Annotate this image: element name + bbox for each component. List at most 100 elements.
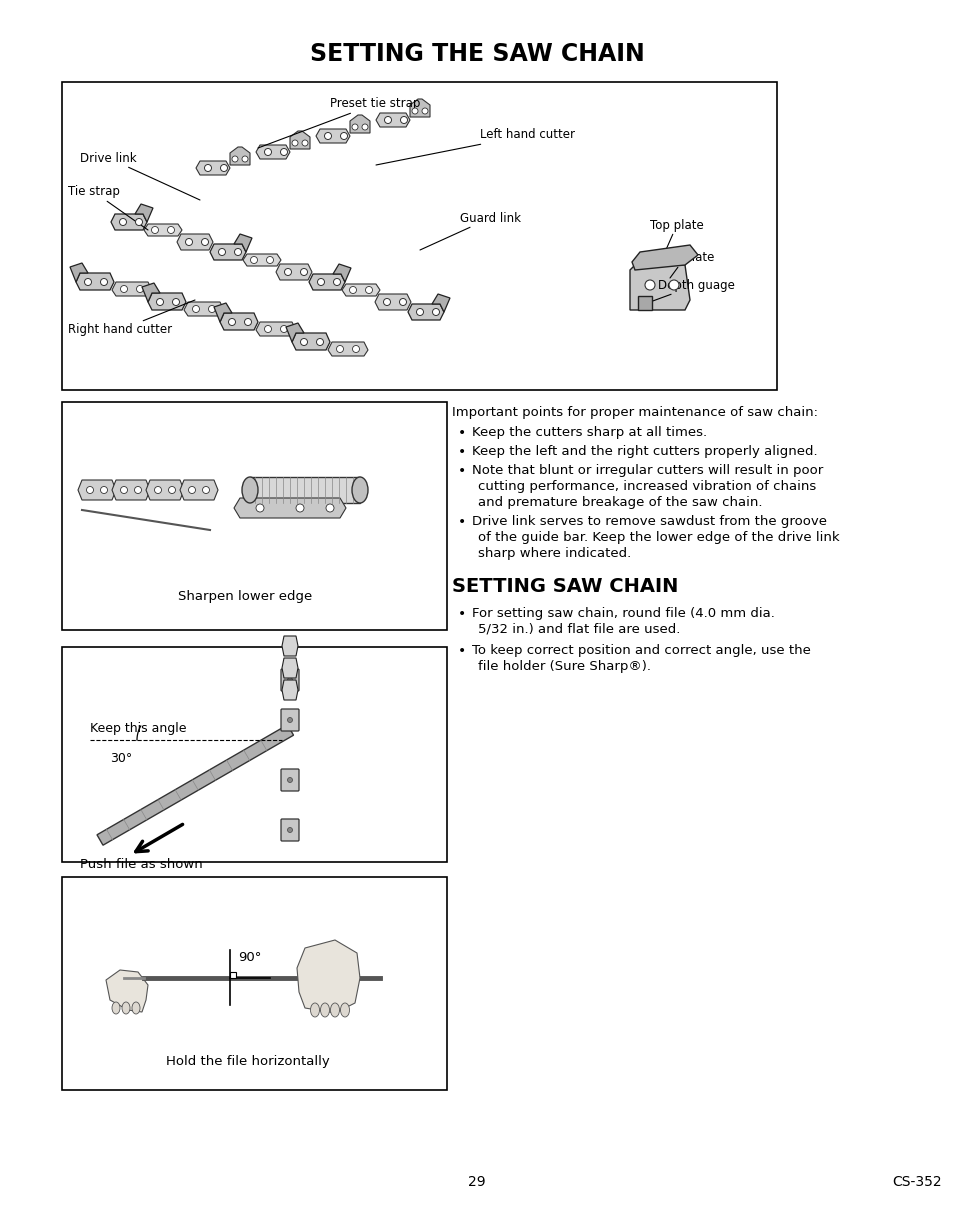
Text: 5/32 in.) and flat file are used.: 5/32 in.) and flat file are used. <box>477 623 679 636</box>
Ellipse shape <box>310 1003 319 1018</box>
Circle shape <box>264 326 272 332</box>
FancyBboxPatch shape <box>281 669 298 690</box>
Circle shape <box>136 286 143 292</box>
Polygon shape <box>142 282 160 302</box>
Circle shape <box>317 279 324 286</box>
Circle shape <box>120 486 128 494</box>
Polygon shape <box>309 274 345 290</box>
Polygon shape <box>315 129 350 142</box>
Polygon shape <box>144 225 182 237</box>
FancyBboxPatch shape <box>281 820 298 841</box>
Circle shape <box>349 286 356 293</box>
Circle shape <box>644 280 655 290</box>
Text: To keep correct position and correct angle, use the: To keep correct position and correct ang… <box>472 645 810 657</box>
Text: •: • <box>457 515 466 529</box>
Bar <box>230 972 235 978</box>
Circle shape <box>119 218 127 226</box>
Circle shape <box>100 279 108 286</box>
Polygon shape <box>78 480 116 500</box>
Polygon shape <box>180 480 218 500</box>
Circle shape <box>87 486 93 494</box>
Circle shape <box>251 257 257 263</box>
Polygon shape <box>148 293 186 310</box>
Circle shape <box>201 239 209 245</box>
Polygon shape <box>341 284 379 296</box>
Polygon shape <box>243 253 281 266</box>
Text: cutting performance, increased vibration of chains: cutting performance, increased vibration… <box>477 480 816 492</box>
Circle shape <box>85 279 91 286</box>
Text: 90°: 90° <box>237 951 261 964</box>
Polygon shape <box>112 480 150 500</box>
Text: SETTING SAW CHAIN: SETTING SAW CHAIN <box>452 577 678 596</box>
Circle shape <box>185 239 193 245</box>
Circle shape <box>340 133 347 140</box>
Text: 30°: 30° <box>110 752 132 764</box>
Polygon shape <box>275 264 312 280</box>
Polygon shape <box>112 282 152 296</box>
Circle shape <box>295 505 304 512</box>
Polygon shape <box>111 214 147 231</box>
Circle shape <box>292 140 297 146</box>
Polygon shape <box>432 295 450 311</box>
Polygon shape <box>255 145 290 159</box>
Circle shape <box>316 338 323 345</box>
Circle shape <box>220 164 227 171</box>
Polygon shape <box>410 99 430 117</box>
Circle shape <box>284 268 292 275</box>
Text: Keep this angle: Keep this angle <box>90 722 186 735</box>
Circle shape <box>232 156 237 162</box>
Text: Hold the file horizontally: Hold the file horizontally <box>166 1055 330 1068</box>
Polygon shape <box>230 147 250 165</box>
Polygon shape <box>328 342 368 356</box>
Circle shape <box>280 148 287 156</box>
Bar <box>62 877 447 1090</box>
Text: Top plate: Top plate <box>649 218 703 252</box>
Circle shape <box>209 305 215 313</box>
Polygon shape <box>375 295 411 310</box>
Circle shape <box>154 486 161 494</box>
Polygon shape <box>106 970 148 1011</box>
Circle shape <box>204 164 212 171</box>
Polygon shape <box>282 636 297 655</box>
Bar <box>62 82 776 390</box>
Circle shape <box>242 156 248 162</box>
Circle shape <box>400 117 407 123</box>
Circle shape <box>229 319 235 326</box>
Polygon shape <box>177 234 213 250</box>
Circle shape <box>432 309 439 315</box>
Circle shape <box>135 218 142 226</box>
Bar <box>62 647 447 862</box>
Circle shape <box>352 345 359 352</box>
Circle shape <box>193 305 199 313</box>
Circle shape <box>302 140 308 146</box>
Text: •: • <box>457 426 466 441</box>
Text: •: • <box>457 463 466 478</box>
Polygon shape <box>97 725 294 845</box>
Circle shape <box>172 298 179 305</box>
Text: Keep the left and the right cutters properly aligned.: Keep the left and the right cutters prop… <box>472 445 817 457</box>
Circle shape <box>287 777 293 782</box>
Polygon shape <box>184 302 224 316</box>
Circle shape <box>383 298 390 305</box>
Text: Keep the cutters sharp at all times.: Keep the cutters sharp at all times. <box>472 426 706 439</box>
Text: Side plate: Side plate <box>655 251 714 278</box>
Text: SETTING THE SAW CHAIN: SETTING THE SAW CHAIN <box>310 42 643 66</box>
Polygon shape <box>255 322 295 336</box>
Ellipse shape <box>330 1003 339 1018</box>
Circle shape <box>412 107 417 113</box>
Polygon shape <box>286 323 304 342</box>
Polygon shape <box>292 333 330 350</box>
Ellipse shape <box>320 1003 329 1018</box>
Circle shape <box>300 268 307 275</box>
Ellipse shape <box>340 1003 349 1018</box>
Circle shape <box>244 319 252 326</box>
Circle shape <box>266 257 274 263</box>
Text: Note that blunt or irregular cutters will result in poor: Note that blunt or irregular cutters wil… <box>472 463 822 477</box>
Circle shape <box>134 486 141 494</box>
Polygon shape <box>296 940 359 1013</box>
Polygon shape <box>282 680 297 700</box>
Circle shape <box>202 486 210 494</box>
Text: •: • <box>457 645 466 658</box>
Text: Right hand cutter: Right hand cutter <box>68 301 194 337</box>
Circle shape <box>361 124 368 130</box>
